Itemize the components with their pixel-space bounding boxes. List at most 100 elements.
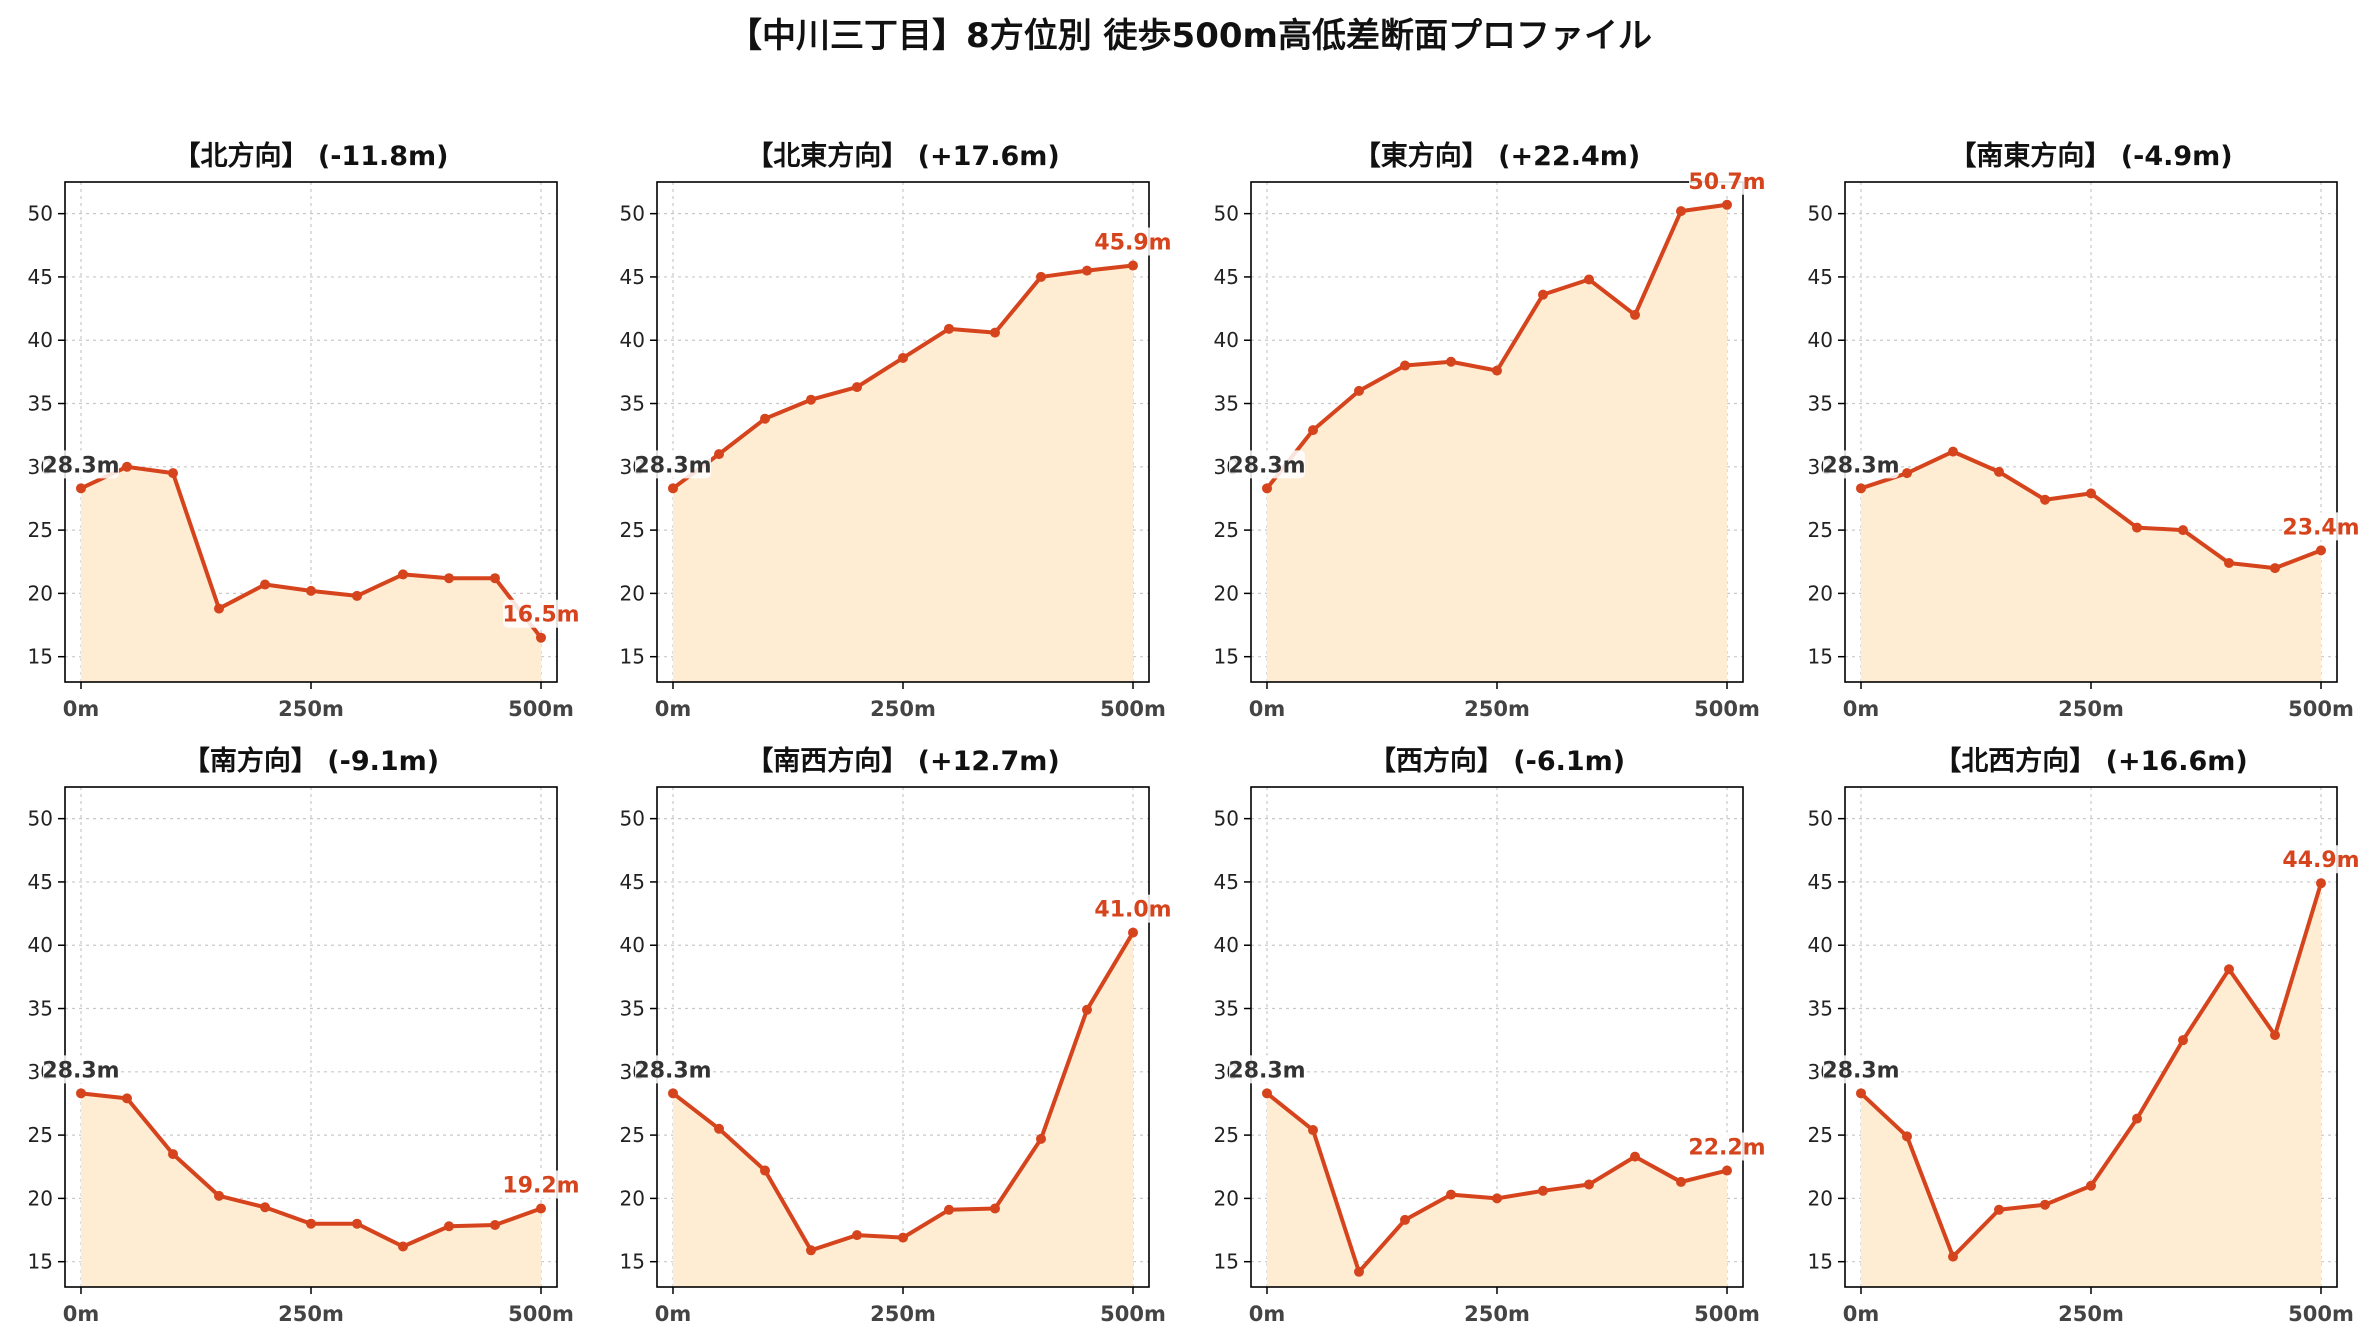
axes-frame	[1250, 786, 1744, 1288]
start-label-box	[43, 450, 119, 479]
y-tick-label: 45	[620, 870, 645, 894]
y-tick-label: 35	[1808, 997, 1833, 1021]
data-point	[1856, 483, 1866, 494]
y-tick-label: 40	[1808, 328, 1833, 352]
end-label-box	[1095, 894, 1171, 923]
y-tick-label: 20	[28, 1186, 53, 1210]
data-point	[1676, 206, 1686, 217]
data-point	[214, 1190, 224, 1201]
y-tick-label: 40	[620, 328, 645, 352]
data-point	[1082, 265, 1092, 276]
data-point	[898, 352, 908, 363]
data-point	[2040, 494, 2050, 505]
start-label: 28.3m	[42, 1058, 119, 1083]
y-tick-label: 35	[620, 997, 645, 1021]
elevation-area	[673, 265, 1133, 682]
data-point	[1308, 425, 1318, 436]
data-point	[806, 1245, 816, 1256]
y-tick-label: 50	[1214, 807, 1239, 831]
x-tick-label: 250m	[2058, 1302, 2124, 1326]
x-tick-label: 0m	[1249, 1302, 1286, 1326]
x-tick-label: 500m	[1100, 697, 1166, 721]
end-label-box	[2283, 845, 2359, 874]
y-tick-label: 15	[620, 645, 645, 669]
x-tick-label: 0m	[1843, 1302, 1880, 1326]
subplot-title: 【北方向】 (-11.8m)	[173, 140, 448, 172]
data-point	[1630, 1151, 1640, 1162]
data-point	[1676, 1176, 1686, 1187]
start-label-box	[635, 1055, 711, 1084]
start-label-box	[43, 1055, 119, 1084]
y-tick-label: 40	[1214, 328, 1239, 352]
data-point	[898, 1232, 908, 1243]
y-tick-label: 15	[620, 1250, 645, 1274]
data-point	[2270, 563, 2280, 574]
y-tick-label: 50	[620, 202, 645, 226]
y-tick-label: 20	[620, 581, 645, 605]
x-tick-label: 500m	[1694, 1302, 1760, 1326]
data-point	[398, 1241, 408, 1252]
data-point	[122, 1093, 132, 1104]
data-point	[1308, 1125, 1318, 1136]
data-point	[1128, 927, 1138, 938]
end-label-box	[503, 1170, 579, 1199]
y-tick-label: 45	[1808, 870, 1833, 894]
data-point	[852, 1230, 862, 1241]
y-tick-label: 25	[620, 518, 645, 542]
x-tick-label: 250m	[278, 1302, 344, 1326]
end-label: 19.2m	[502, 1174, 579, 1199]
data-point	[444, 573, 454, 584]
data-point	[168, 1149, 178, 1160]
subplot-title: 【南西方向】 (+12.7m)	[746, 745, 1059, 777]
end-label: 16.5m	[502, 603, 579, 628]
data-point	[306, 1218, 316, 1229]
axes-frame	[1250, 181, 1744, 683]
data-point	[306, 585, 316, 596]
y-tick-label: 45	[1214, 870, 1239, 894]
data-point	[944, 1204, 954, 1215]
y-tick-label: 15	[1808, 1250, 1833, 1274]
data-point	[1538, 289, 1548, 300]
data-point	[168, 468, 178, 479]
y-tick-label: 50	[28, 807, 53, 831]
end-label-box	[2283, 512, 2359, 541]
x-tick-label: 250m	[1464, 697, 1530, 721]
y-tick-label: 50	[620, 807, 645, 831]
start-label-box	[1823, 1055, 1899, 1084]
y-tick-label: 15	[28, 645, 53, 669]
data-point	[990, 1203, 1000, 1214]
data-point	[2040, 1199, 2050, 1210]
x-tick-label: 250m	[870, 1302, 936, 1326]
x-tick-label: 500m	[1694, 697, 1760, 721]
x-tick-label: 250m	[278, 697, 344, 721]
axes-frame	[1844, 786, 2338, 1288]
y-tick-label: 25	[1808, 518, 1833, 542]
data-point	[1722, 199, 1732, 210]
axes-frame	[656, 786, 1150, 1288]
x-tick-label: 500m	[508, 1302, 574, 1326]
data-point	[2178, 525, 2188, 536]
end-label: 41.0m	[1094, 898, 1171, 923]
data-point	[490, 573, 500, 584]
data-point	[1492, 1193, 1502, 1204]
y-tick-label: 25	[28, 518, 53, 542]
data-point	[260, 1202, 270, 1213]
data-point	[1584, 274, 1594, 285]
y-tick-label: 45	[28, 265, 53, 289]
elevation-area	[1861, 451, 2321, 682]
data-point	[2270, 1030, 2280, 1041]
y-tick-label: 35	[1214, 392, 1239, 416]
x-tick-label: 0m	[1249, 697, 1286, 721]
data-point	[1036, 271, 1046, 282]
subplot-title: 【南方向】 (-9.1m)	[183, 745, 439, 777]
x-tick-label: 250m	[2058, 697, 2124, 721]
y-tick-label: 45	[620, 265, 645, 289]
data-point	[1948, 446, 1958, 457]
y-tick-label: 25	[1214, 1123, 1239, 1147]
x-tick-label: 0m	[655, 697, 692, 721]
y-tick-label: 25	[28, 1123, 53, 1147]
